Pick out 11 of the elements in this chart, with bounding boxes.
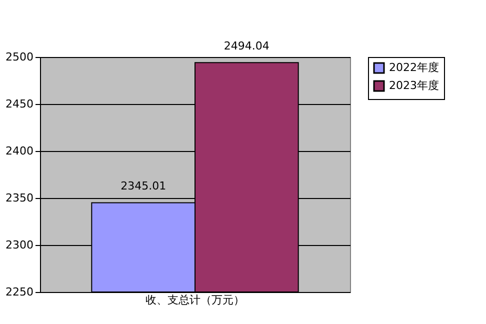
legend-label: 2022年度 (389, 61, 439, 74)
x-tick-label: 收、支总计（万元） (146, 294, 244, 306)
data-label: 2345.01 (120, 180, 166, 193)
y-tick-label: 2400 (6, 144, 34, 158)
data-label: 2494.04 (224, 40, 270, 53)
y-tick-label: 2450 (6, 98, 34, 110)
legend-label: 2023年度 (389, 79, 439, 92)
y-tick-label: 2300 (6, 238, 34, 252)
y-tick-label: 2250 (6, 286, 34, 298)
y-tick-label: 2350 (6, 192, 34, 204)
y-tick-label: 2500 (6, 50, 34, 64)
